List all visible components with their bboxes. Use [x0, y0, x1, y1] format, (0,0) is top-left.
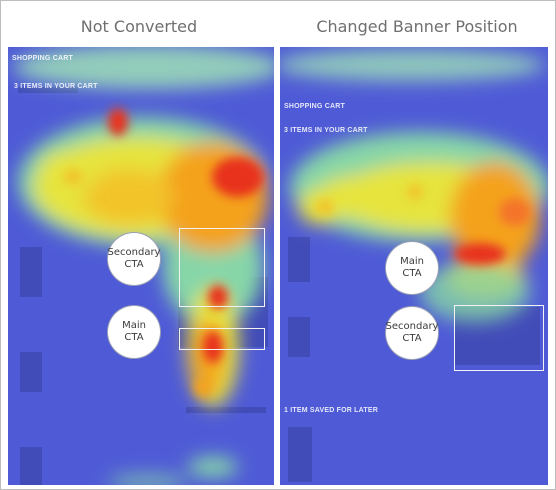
left-panel-title: Not Converted: [80, 17, 198, 36]
left-heatmap-panel: SHOPPING CART 3 ITEMS IN YOUR CART: [8, 47, 274, 485]
main-cta-label: Main CTA: [108, 306, 160, 358]
secondary-cta-label: Secondary CTA: [386, 307, 438, 359]
right-panel-title: Changed Banner Position: [316, 17, 518, 36]
shopping-cart-header: SHOPPING CART: [284, 103, 345, 110]
main-cta-box[interactable]: [179, 328, 265, 350]
secondary-cta-box[interactable]: [179, 228, 265, 307]
cart-items-label: 3 ITEMS IN YOUR CART: [284, 127, 368, 134]
left-heatmap: [13, 47, 274, 485]
secondary-cta-label: Secondary CTA: [108, 233, 160, 285]
panel-divider: [276, 47, 280, 485]
shopping-cart-header: SHOPPING CART: [12, 55, 73, 62]
right-heatmap: [280, 49, 548, 482]
saved-for-later-label: 1 ITEM SAVED FOR LATER: [284, 407, 378, 414]
cart-items-label: 3 ITEMS IN YOUR CART: [14, 83, 98, 90]
main-cta-label: Main CTA: [386, 242, 438, 294]
secondary-cta-box[interactable]: [454, 305, 544, 371]
